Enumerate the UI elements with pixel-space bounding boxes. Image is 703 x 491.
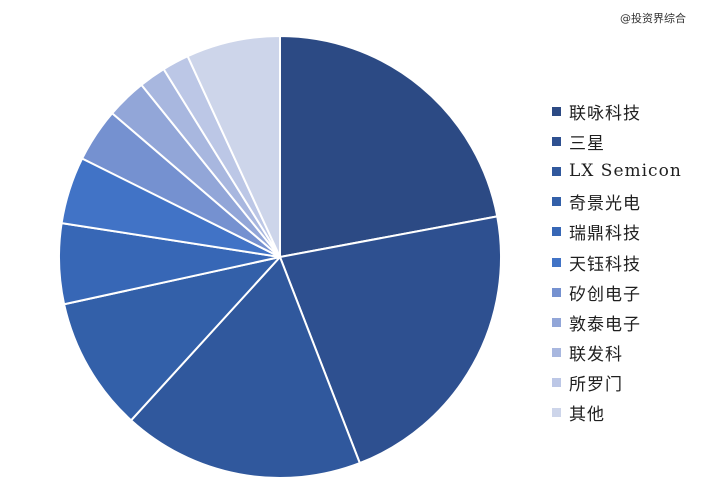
- legend-item-8: 联发科: [552, 338, 682, 368]
- legend-item-1: 三星: [552, 126, 682, 156]
- legend-item-6: 矽创电子: [552, 277, 682, 307]
- legend-label-9: 所罗门: [569, 375, 623, 396]
- legend-label-3: 奇景光电: [569, 194, 641, 215]
- legend-item-2: LX Semicon: [552, 156, 682, 186]
- legend-item-3: 奇景光电: [552, 187, 682, 217]
- pie-slice-0: [279, 35, 499, 258]
- pie-slice-10: [186, 35, 281, 258]
- legend-label-0: 联咏科技: [569, 103, 641, 124]
- legend-swatch-5: [552, 257, 561, 267]
- legend-label-6: 矽创电子: [569, 284, 641, 305]
- legend-swatch-7: [552, 317, 561, 327]
- pie-slice-3: [63, 256, 281, 422]
- legend-label-4: 瑞鼎科技: [569, 224, 641, 245]
- legend-item-7: 敦泰电子: [552, 307, 682, 337]
- legend-label-10: 其他: [569, 405, 605, 426]
- legend-swatch-0: [552, 106, 561, 116]
- legend-swatch-2: [552, 166, 561, 176]
- legend-swatch-3: [552, 197, 561, 207]
- legend-item-4: 瑞鼎科技: [552, 217, 682, 247]
- pie-slice-2: [130, 256, 361, 479]
- legend-item-5: 天钰科技: [552, 247, 682, 277]
- legend-swatch-6: [552, 287, 561, 297]
- legend-label-8: 联发科: [569, 345, 623, 366]
- legend-swatch-9: [552, 378, 561, 388]
- legend-swatch-4: [552, 227, 561, 237]
- legend-label-2: LX Semicon: [569, 161, 682, 182]
- legend-item-10: 其他: [552, 398, 682, 428]
- legend-label-7: 敦泰电子: [569, 314, 641, 335]
- legend-swatch-10: [552, 408, 561, 418]
- legend-swatch-1: [552, 136, 561, 146]
- legend-label-5: 天钰科技: [569, 254, 641, 275]
- legend-swatch-8: [552, 348, 561, 358]
- pie-slice-1: [279, 215, 502, 465]
- watermark: @投资界综合: [620, 12, 686, 25]
- legend-item-9: 所罗门: [552, 368, 682, 398]
- legend-item-0: 联咏科技: [552, 96, 682, 126]
- legend-label-1: 三星: [569, 133, 605, 154]
- chart-legend: 联咏科技三星 LX Semicon 奇景光电瑞鼎科技天钰科技矽创电子敦泰电子联发科所…: [552, 96, 682, 428]
